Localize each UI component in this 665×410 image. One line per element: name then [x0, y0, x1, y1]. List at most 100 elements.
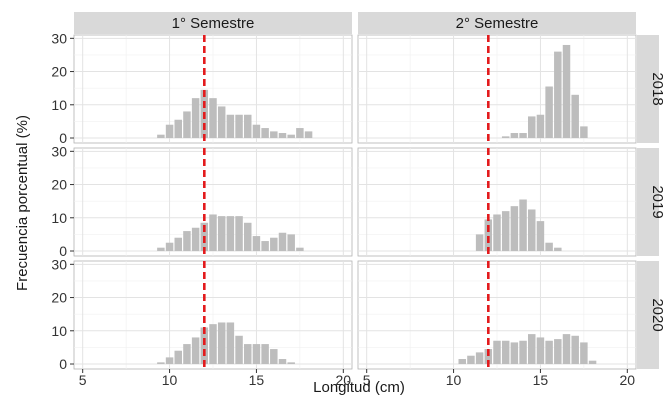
- x-axis-title: Longitud (cm): [313, 379, 405, 396]
- histogram-bar: [226, 114, 235, 139]
- histogram-bar: [493, 214, 501, 252]
- x-tick-label: 20: [336, 372, 352, 388]
- histogram-bar: [261, 241, 269, 252]
- panel: [73, 260, 353, 370]
- histogram-bar: [296, 247, 304, 252]
- panel: [357, 260, 637, 370]
- histogram-bar: [226, 322, 235, 365]
- histogram-bar: [580, 126, 588, 139]
- histogram-bar: [554, 339, 562, 365]
- histogram-bar: [528, 209, 536, 252]
- histogram-bar: [183, 231, 191, 252]
- histogram-bar: [235, 216, 243, 252]
- x-tick-label: 5: [79, 372, 87, 388]
- row-strip: [637, 148, 659, 256]
- histogram-bar: [278, 133, 287, 139]
- y-tick-label: 20: [51, 290, 67, 306]
- panels-layer: [73, 34, 637, 370]
- histogram-bar: [244, 222, 252, 252]
- histogram-bar: [200, 327, 209, 365]
- histogram-bar: [554, 51, 562, 139]
- histogram-bar: [261, 128, 269, 139]
- histogram-bar: [467, 355, 475, 365]
- y-tick-label: 10: [51, 323, 67, 339]
- panel: [73, 34, 353, 144]
- histogram-bar: [493, 340, 501, 365]
- y-tick-label: 30: [51, 143, 67, 159]
- histogram-bar: [536, 114, 545, 139]
- panel: [357, 34, 637, 144]
- histogram-bar: [244, 344, 252, 365]
- histogram-bar: [510, 133, 519, 139]
- histogram-bar: [571, 335, 579, 365]
- histogram-bar: [183, 111, 191, 139]
- histogram-bar: [270, 349, 278, 365]
- histogram-bar: [287, 362, 295, 365]
- row-strip-label: 2020: [649, 298, 665, 331]
- y-tick-label: 0: [59, 130, 67, 146]
- column-strip: [358, 12, 636, 34]
- histogram-bar: [484, 219, 493, 252]
- histogram-bar: [270, 237, 278, 252]
- histogram-bar: [217, 322, 226, 365]
- y-tick-label: 0: [59, 356, 67, 372]
- histogram-bar: [458, 359, 466, 365]
- histogram-bar: [571, 94, 579, 139]
- x-tick-label: 20: [620, 372, 636, 388]
- histogram-bar: [165, 124, 174, 139]
- x-tick-label: 5: [363, 372, 371, 388]
- histogram-bar: [235, 114, 243, 139]
- column-strip-label: 2° Semestre: [456, 15, 539, 32]
- histogram-bar: [252, 344, 261, 365]
- histogram-bar: [209, 98, 217, 139]
- histogram-bar: [191, 227, 200, 252]
- row-strip-label: 2019: [649, 185, 665, 218]
- histogram-bar: [475, 352, 484, 365]
- histogram-bar: [174, 237, 182, 252]
- histogram-bar: [157, 362, 165, 365]
- row-strip-label: 2018: [649, 72, 665, 105]
- histogram-bar: [562, 334, 571, 365]
- histogram-bar: [165, 357, 174, 365]
- histogram-bar: [278, 232, 287, 252]
- histogram-bar: [296, 128, 304, 139]
- histogram-bar: [510, 206, 519, 252]
- y-tick-label: 30: [51, 256, 67, 272]
- column-strip: [74, 12, 352, 34]
- histogram-bar: [545, 340, 553, 365]
- x-tick-label: 15: [533, 372, 549, 388]
- histogram-bar: [157, 247, 165, 252]
- panel: [357, 147, 637, 257]
- y-tick-label: 20: [51, 64, 67, 80]
- histogram-bar: [174, 350, 182, 365]
- histogram-bar: [217, 216, 226, 252]
- histogram-bar: [545, 86, 553, 139]
- histogram-bar: [545, 242, 553, 252]
- y-tick-label: 20: [51, 177, 67, 193]
- histogram-bar: [554, 247, 562, 252]
- histogram-bar: [536, 221, 545, 252]
- histogram-bar: [157, 134, 165, 139]
- histogram-bar: [501, 136, 510, 139]
- histogram-bar: [165, 242, 174, 252]
- y-tick-label: 10: [51, 97, 67, 113]
- histogram-bar: [588, 360, 597, 365]
- histogram-bar: [235, 335, 243, 365]
- histogram-bar: [528, 116, 536, 139]
- y-tick-label: 10: [51, 210, 67, 226]
- x-tick-label: 10: [162, 372, 178, 388]
- histogram-bar: [252, 236, 261, 252]
- histogram-bar: [501, 211, 510, 252]
- histogram-bar: [287, 134, 295, 139]
- y-tick-label: 30: [51, 30, 67, 46]
- histogram-bar: [191, 98, 200, 139]
- histogram-bar: [183, 344, 191, 365]
- panel: [73, 147, 353, 257]
- histogram-bar: [252, 124, 261, 139]
- row-strip: [637, 261, 659, 369]
- histogram-bar: [261, 344, 269, 365]
- histogram-bar: [217, 106, 226, 139]
